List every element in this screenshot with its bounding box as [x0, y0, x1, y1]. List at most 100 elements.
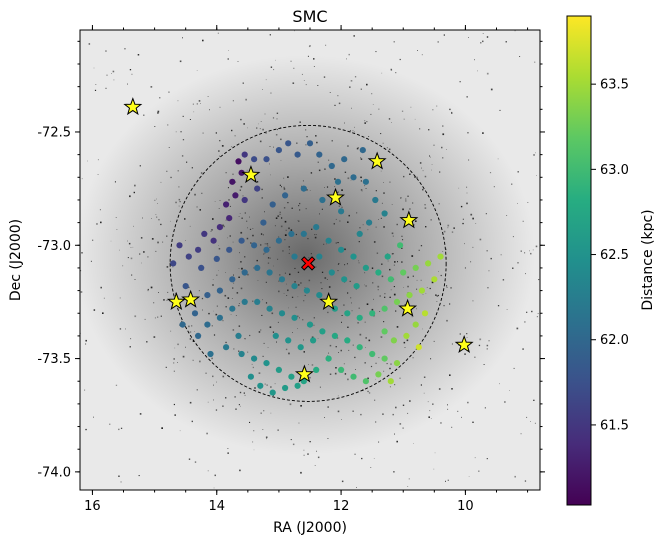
background-speck: [375, 51, 377, 53]
data-point: [216, 287, 223, 294]
background-speck: [424, 207, 427, 209]
background-speck: [212, 218, 214, 220]
y-tick-label: -73.0: [37, 239, 71, 254]
background-speck: [399, 423, 402, 425]
background-speck: [474, 457, 476, 459]
background-speck: [348, 349, 350, 351]
background-speck: [451, 388, 453, 390]
background-speck: [186, 161, 188, 163]
background-speck: [364, 272, 366, 274]
background-speck: [216, 305, 218, 307]
background-speck: [451, 112, 453, 114]
background-speck: [392, 413, 394, 416]
background-speck: [115, 217, 117, 218]
data-point: [313, 224, 320, 231]
background-speck: [134, 315, 137, 318]
background-speck: [450, 287, 452, 289]
background-speck: [375, 190, 377, 192]
background-speck: [488, 270, 490, 272]
background-speck: [362, 224, 364, 226]
background-speck: [218, 208, 220, 209]
background-speck: [453, 227, 455, 229]
background-speck: [461, 416, 462, 418]
background-speck: [155, 214, 157, 215]
background-speck: [430, 418, 432, 419]
data-point: [195, 332, 202, 339]
star-marker: [367, 151, 387, 170]
background-speck: [344, 373, 347, 375]
background-speck: [238, 216, 240, 217]
background-speck: [381, 275, 384, 278]
background-speck: [381, 202, 383, 204]
data-point: [285, 140, 292, 147]
background-speck: [205, 372, 207, 374]
background-speck: [319, 213, 320, 215]
background-speck: [399, 377, 401, 379]
background-speck: [372, 104, 374, 105]
background-speck: [115, 384, 118, 386]
background-speck: [341, 315, 343, 316]
background-speck: [530, 252, 532, 255]
background-speck: [298, 422, 300, 424]
background-speck: [129, 69, 132, 71]
background-speck: [486, 458, 488, 460]
background-speck: [534, 61, 536, 63]
background-speck: [177, 362, 178, 363]
background-speck: [251, 363, 253, 365]
background-speck: [321, 271, 324, 273]
background-speck: [486, 250, 488, 252]
data-point: [334, 178, 342, 185]
background-speck: [489, 172, 492, 174]
background-speck: [158, 219, 160, 221]
background-speck: [133, 225, 134, 227]
background-speck: [536, 175, 537, 176]
background-speck: [276, 112, 279, 114]
background-speck: [447, 408, 449, 410]
background-speck: [348, 53, 350, 56]
axis-ticks: 16 14 12 10 -72.5 -73.0 -73.5 -74.0: [37, 25, 545, 514]
background-speck: [151, 218, 152, 219]
background-speck: [278, 290, 280, 293]
background-speck: [147, 256, 149, 258]
background-speck: [191, 167, 193, 169]
background-speck: [335, 346, 337, 348]
background-speck: [378, 441, 380, 443]
data-point: [325, 237, 332, 244]
background-speck: [436, 105, 438, 107]
data-point: [362, 378, 369, 385]
background-speck: [189, 401, 192, 404]
data-point: [263, 156, 270, 163]
background-speck: [373, 458, 375, 459]
data-point: [359, 147, 366, 154]
background-speck: [252, 228, 254, 229]
background-speck: [298, 220, 300, 222]
background-speck: [229, 205, 231, 207]
background-speck: [287, 176, 289, 178]
background-speck: [326, 243, 327, 245]
background-speck: [160, 315, 162, 317]
colorbar: [566, 15, 592, 506]
background-speck: [258, 331, 261, 333]
background-speck: [360, 157, 362, 159]
background-speck: [177, 170, 179, 172]
data-point: [437, 253, 444, 260]
background-speck: [103, 297, 105, 299]
data-point: [204, 321, 211, 328]
background-speck: [445, 480, 446, 482]
data-point: [350, 174, 357, 181]
background-speck: [506, 215, 508, 216]
background-speck: [533, 399, 535, 401]
background-speck: [390, 69, 393, 71]
background-speck: [407, 285, 409, 288]
data-point: [431, 276, 438, 283]
background-speck: [384, 293, 386, 295]
background-speck: [279, 274, 281, 276]
background-speck: [299, 202, 301, 205]
background-speck: [227, 187, 229, 189]
background-speck: [347, 177, 350, 180]
background-speck: [386, 147, 388, 149]
background-speck: [483, 364, 485, 365]
background-speck: [338, 263, 340, 265]
background-speck: [143, 114, 145, 116]
background-speck: [403, 287, 404, 288]
